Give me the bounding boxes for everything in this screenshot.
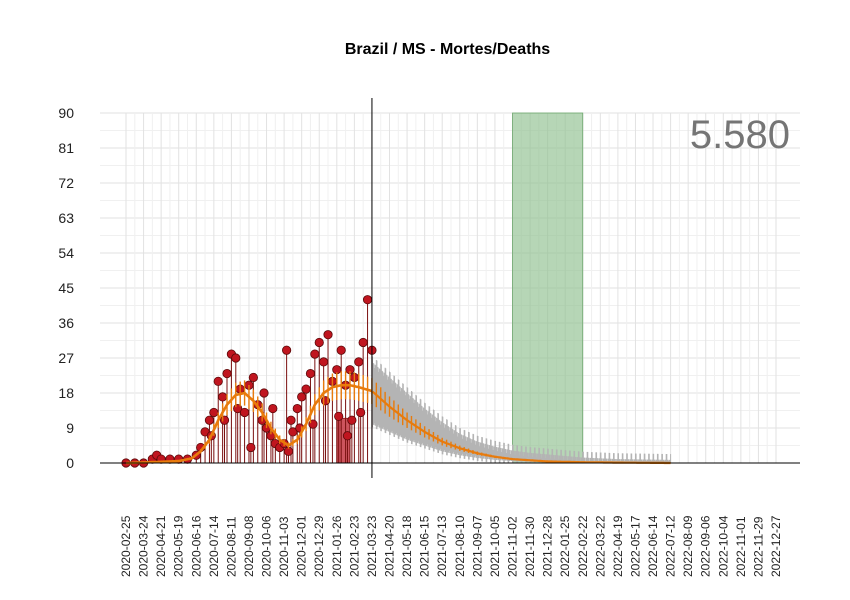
x-tick-label: 2021-12-28 bbox=[541, 515, 555, 577]
data-point bbox=[356, 408, 364, 416]
data-point bbox=[223, 369, 231, 377]
data-point bbox=[363, 295, 371, 303]
x-tick-label: 2020-05-19 bbox=[172, 515, 186, 577]
x-tick-label: 2021-02-23 bbox=[347, 515, 361, 577]
y-tick-label: 36 bbox=[58, 315, 74, 331]
data-point bbox=[315, 338, 323, 346]
x-tick-label: 2020-11-03 bbox=[277, 516, 291, 577]
x-tick-label: 2020-09-08 bbox=[242, 515, 256, 577]
data-point bbox=[205, 416, 213, 424]
data-point bbox=[210, 408, 218, 416]
data-point bbox=[355, 358, 363, 366]
data-point bbox=[214, 377, 222, 385]
shaded-region-rect bbox=[512, 113, 582, 463]
data-point bbox=[311, 350, 319, 358]
x-tick-label: 2021-06-15 bbox=[418, 515, 432, 577]
data-point bbox=[247, 443, 255, 451]
data-point bbox=[269, 404, 277, 412]
data-point bbox=[343, 432, 351, 440]
data-point bbox=[337, 346, 345, 354]
y-tick-label: 54 bbox=[58, 245, 74, 261]
shaded-region bbox=[512, 113, 582, 463]
x-tick-label: 2021-03-23 bbox=[365, 515, 379, 577]
x-tick-label: 2020-12-01 bbox=[295, 515, 309, 577]
x-tick-label: 2021-11-30 bbox=[523, 516, 537, 577]
data-point bbox=[240, 408, 248, 416]
y-tick-label: 81 bbox=[58, 140, 74, 156]
x-tick-label: 2022-06-14 bbox=[646, 515, 660, 577]
x-tick-label: 2020-10-06 bbox=[260, 515, 274, 577]
data-point bbox=[348, 416, 356, 424]
y-tick-labels: 0 9 18 27 36 45 54 63 72 81 90 bbox=[58, 105, 74, 471]
x-tick-label: 2021-11-02 bbox=[505, 516, 519, 577]
x-tick-label: 2021-05-18 bbox=[400, 515, 414, 577]
data-point bbox=[282, 346, 290, 354]
x-tick-label: 2022-11-29 bbox=[751, 516, 765, 577]
x-tick-label: 2020-07-14 bbox=[207, 515, 221, 577]
x-tick-labels: 2020-02-25 2020-03-24 2020-04-21 2020-05-19… bbox=[119, 515, 783, 577]
x-tick-label: 2022-07-12 bbox=[664, 515, 678, 577]
x-tick-label: 2020-08-11 bbox=[224, 516, 238, 577]
x-tick-label: 2022-08-09 bbox=[681, 515, 695, 577]
data-point bbox=[297, 393, 305, 401]
y-tick-label: 63 bbox=[58, 210, 74, 226]
x-tick-label: 2020-04-21 bbox=[154, 515, 168, 577]
x-tick-label: 2022-12-27 bbox=[769, 515, 783, 577]
x-tick-label: 2022-01-25 bbox=[558, 515, 572, 577]
y-tick-label: 45 bbox=[58, 280, 74, 296]
y-tick-label: 90 bbox=[58, 105, 74, 121]
y-tick-label: 72 bbox=[58, 175, 74, 191]
x-tick-label: 2020-12-29 bbox=[312, 515, 326, 577]
data-point bbox=[220, 416, 228, 424]
data-point bbox=[218, 393, 226, 401]
data-point bbox=[287, 416, 295, 424]
x-tick-label: 2022-05-17 bbox=[628, 515, 642, 577]
data-point bbox=[249, 373, 257, 381]
data-point bbox=[334, 412, 342, 420]
y-tick-label: 9 bbox=[66, 420, 74, 436]
x-tick-label: 2021-07-13 bbox=[435, 515, 449, 577]
x-tick-label: 2021-09-07 bbox=[470, 515, 484, 577]
x-tick-label: 2022-11-01 bbox=[734, 516, 748, 577]
cumulative-total: 5.580 bbox=[690, 113, 790, 157]
x-tick-label: 2020-03-24 bbox=[137, 515, 151, 577]
x-tick-label: 2021-01-26 bbox=[330, 515, 344, 577]
x-tick-label: 2022-10-04 bbox=[716, 515, 730, 577]
grid bbox=[100, 113, 800, 463]
data-point bbox=[260, 389, 268, 397]
x-tick-label: 2022-09-06 bbox=[699, 515, 713, 577]
y-tick-label: 18 bbox=[58, 385, 74, 401]
y-tick-label: 0 bbox=[66, 455, 74, 471]
x-tick-label: 2021-10-05 bbox=[488, 515, 502, 577]
x-tick-label: 2022-04-19 bbox=[611, 515, 625, 577]
data-point bbox=[302, 385, 310, 393]
x-tick-label: 2022-02-22 bbox=[576, 515, 590, 577]
data-point bbox=[359, 338, 367, 346]
x-tick-label: 2022-03-22 bbox=[593, 515, 607, 577]
data-point bbox=[319, 358, 327, 366]
data-point bbox=[324, 330, 332, 338]
data-point bbox=[293, 404, 301, 412]
data-point bbox=[232, 354, 240, 362]
x-tick-label: 2020-06-16 bbox=[189, 515, 203, 577]
x-tick-label: 2021-04-20 bbox=[383, 515, 397, 577]
data-point bbox=[306, 369, 314, 377]
x-tick-label: 2021-08-10 bbox=[453, 515, 467, 577]
x-tick-label: 2020-02-25 bbox=[119, 515, 133, 577]
y-tick-label: 27 bbox=[58, 350, 74, 366]
